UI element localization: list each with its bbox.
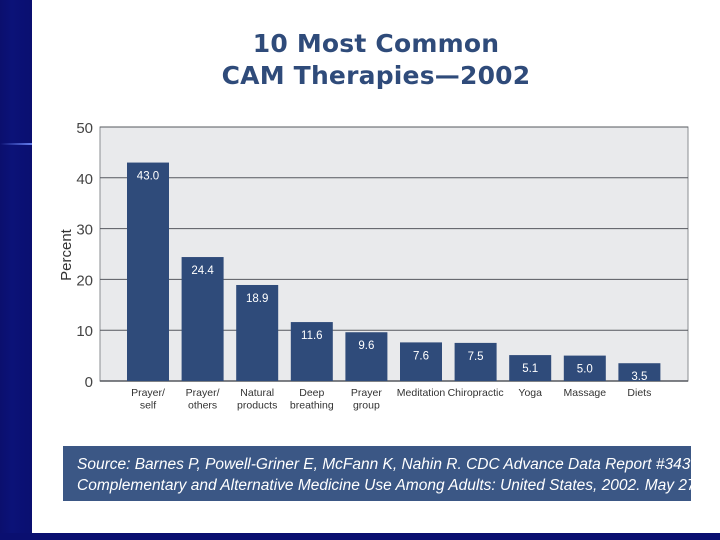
bar [181, 257, 224, 381]
bar [563, 355, 606, 381]
bar [127, 162, 169, 381]
x-tick-label: others [188, 400, 217, 412]
x-tick-label: Massage [563, 387, 606, 399]
x-tick-label: self [140, 400, 156, 412]
bar-value-label: 9.6 [358, 340, 374, 352]
x-tick-label: products [237, 400, 277, 412]
x-tick-label: Prayer [351, 387, 382, 399]
y-tick-label: 0 [85, 374, 93, 391]
x-tick-label: Deep [299, 387, 324, 399]
source-line-1: Source: Barnes P, Powell-Griner E, McFan… [77, 456, 695, 473]
bar [454, 342, 497, 381]
x-tick-label: Yoga [518, 387, 542, 399]
bar [290, 322, 333, 381]
x-tick-label: breathing [290, 400, 334, 412]
bar [236, 284, 279, 381]
bar [618, 363, 661, 381]
x-tick-label: Meditation [397, 387, 446, 399]
x-tick-label: group [353, 400, 380, 412]
x-tick-label: Natural [240, 387, 274, 399]
bar-value-label: 5.0 [577, 364, 593, 376]
chart-title-line-2: CAM Therapies—2002 [221, 61, 531, 90]
y-tick-label: 50 [76, 120, 93, 137]
bar-value-label: 43.0 [137, 171, 159, 183]
bar [400, 342, 442, 381]
bar-value-label: 24.4 [191, 265, 214, 277]
bar-value-label: 18.9 [246, 293, 268, 305]
x-tick-label: Chiropractic [448, 387, 504, 399]
x-tick-label: Prayer/ [186, 387, 220, 399]
bar-value-label: 5.1 [522, 363, 538, 375]
y-tick-label: 20 [76, 272, 93, 289]
source-line-2: Complementary and Alternative Medicine U… [77, 477, 720, 494]
bar-value-label: 11.6 [301, 330, 323, 342]
bar-value-label: 7.6 [413, 350, 429, 362]
bar [345, 332, 388, 381]
slide-bottom-strip [0, 533, 720, 540]
slide-accent-line [0, 143, 36, 145]
bar-value-label: 3.5 [631, 371, 647, 383]
bar-value-label: 7.5 [468, 351, 484, 363]
chart-title-line-1: 10 Most Common [252, 29, 500, 58]
x-tick-label: Prayer/ [131, 387, 165, 399]
y-axis-label: Percent [58, 228, 75, 281]
y-tick-label: 40 [76, 171, 93, 188]
chart-title: 10 Most Common CAM Therapies—2002 [32, 28, 720, 92]
source-citation: Source: Barnes P, Powell-Griner E, McFan… [63, 446, 720, 501]
bar [509, 355, 552, 381]
x-tick-label: Diets [627, 387, 651, 399]
y-tick-label: 10 [76, 323, 93, 340]
y-tick-label: 30 [76, 222, 93, 239]
